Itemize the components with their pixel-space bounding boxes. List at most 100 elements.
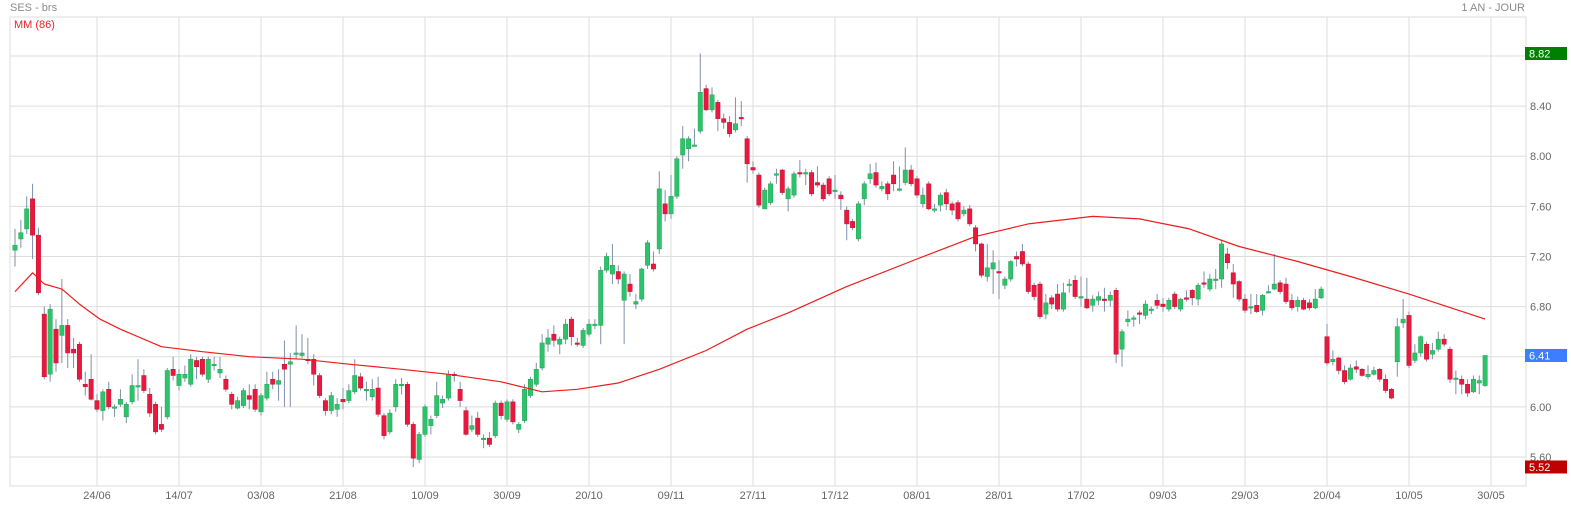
y-axis-label: 6.80 — [1530, 302, 1551, 314]
candle-down — [270, 379, 276, 385]
candle-up — [123, 404, 129, 418]
candle-up — [691, 144, 697, 147]
candle-up — [469, 425, 475, 430]
candle-down — [486, 437, 492, 445]
candle-down — [826, 178, 832, 195]
candle-down — [949, 203, 955, 211]
candle-up — [352, 375, 358, 393]
candle-down — [1359, 369, 1365, 376]
candle-up — [1453, 377, 1459, 380]
candle-down — [340, 399, 346, 403]
period-selector[interactable]: 1 AN - JOUR — [1461, 2, 1525, 14]
candle-up — [276, 380, 282, 385]
x-axis-label: 03/08 — [247, 490, 275, 502]
x-axis-label: 27/11 — [740, 490, 767, 502]
candle-down — [35, 234, 41, 294]
candle-up — [369, 389, 375, 398]
high-price-label: 8.82 — [1529, 48, 1550, 60]
candle-down — [1201, 282, 1207, 285]
candle-down — [498, 402, 504, 416]
candle-down — [967, 208, 973, 225]
candle-up — [440, 399, 446, 404]
candle-up — [697, 92, 703, 132]
candle-up — [1008, 261, 1014, 280]
candle-down — [1324, 336, 1330, 364]
candle-down — [153, 404, 159, 433]
candle-up — [188, 358, 194, 385]
candle-up — [1394, 326, 1400, 362]
candle-up — [416, 434, 422, 460]
candle-down — [797, 172, 803, 175]
candle-up — [293, 352, 299, 355]
candle-down — [885, 183, 891, 195]
candle-down — [844, 209, 850, 225]
candle-down — [82, 384, 88, 388]
candle-down — [820, 184, 826, 200]
candle-down — [703, 88, 709, 111]
moving-average-line — [14, 215, 1486, 393]
candle-down — [809, 172, 815, 195]
candle-down — [281, 363, 287, 370]
candle-up — [1178, 298, 1184, 310]
candle-up — [1412, 352, 1418, 361]
candle-up — [990, 262, 996, 270]
candle-up — [217, 369, 223, 374]
candle-down — [94, 400, 100, 410]
chart-title: SES - brs — [10, 2, 58, 14]
candle-down — [926, 183, 932, 210]
candle-down — [551, 333, 557, 341]
candle-down — [1160, 303, 1166, 307]
candle-up — [709, 94, 715, 111]
candle-up — [516, 424, 522, 430]
candle-down — [1101, 298, 1107, 301]
candle-up — [879, 186, 885, 190]
candle-up — [504, 401, 510, 420]
candle-up — [785, 188, 791, 200]
candle-down — [475, 417, 481, 435]
candle-up — [1365, 374, 1371, 378]
candle-up — [258, 395, 264, 413]
candle-up — [522, 389, 528, 421]
candle-up — [1470, 379, 1476, 393]
candle-down — [147, 394, 153, 414]
candle-down — [252, 389, 258, 410]
candle-down — [1072, 280, 1078, 297]
candle-down — [1465, 384, 1471, 394]
candle-down — [1306, 302, 1312, 309]
candle-up — [1482, 355, 1488, 386]
candle-down — [322, 400, 328, 411]
candle-down — [1353, 366, 1359, 370]
candle-down — [1037, 283, 1043, 317]
candle-down — [955, 202, 961, 220]
candle-up — [1060, 292, 1066, 310]
candle-down — [1336, 357, 1342, 371]
candle-down — [53, 328, 59, 364]
x-axis-label: 10/09 — [411, 490, 439, 502]
candle-up — [1107, 295, 1113, 301]
candle-up — [557, 338, 563, 345]
x-axis-label: 08/01 — [903, 490, 931, 502]
candle-down — [1441, 338, 1447, 345]
candle-up — [481, 437, 487, 440]
candle-up — [1418, 336, 1424, 354]
candle-up — [961, 209, 967, 215]
candle-up — [1090, 298, 1096, 306]
candle-up — [920, 194, 926, 205]
candle-down — [1459, 379, 1465, 385]
last-price-badge — [1525, 348, 1567, 362]
candle-up — [984, 267, 990, 277]
candle-down — [1224, 253, 1230, 263]
candle-down — [1049, 297, 1055, 305]
x-axis-label: 14/07 — [165, 490, 193, 502]
candle-down — [41, 313, 47, 378]
candle-up — [668, 196, 674, 215]
candle-down — [1183, 297, 1189, 300]
candle-up — [235, 400, 241, 409]
y-axis-label: 8.40 — [1530, 101, 1551, 113]
candle-up — [1400, 318, 1406, 324]
candle-up — [1213, 278, 1219, 281]
candle-down — [229, 394, 235, 405]
candle-down — [1189, 290, 1195, 299]
candle-down — [1154, 300, 1160, 306]
